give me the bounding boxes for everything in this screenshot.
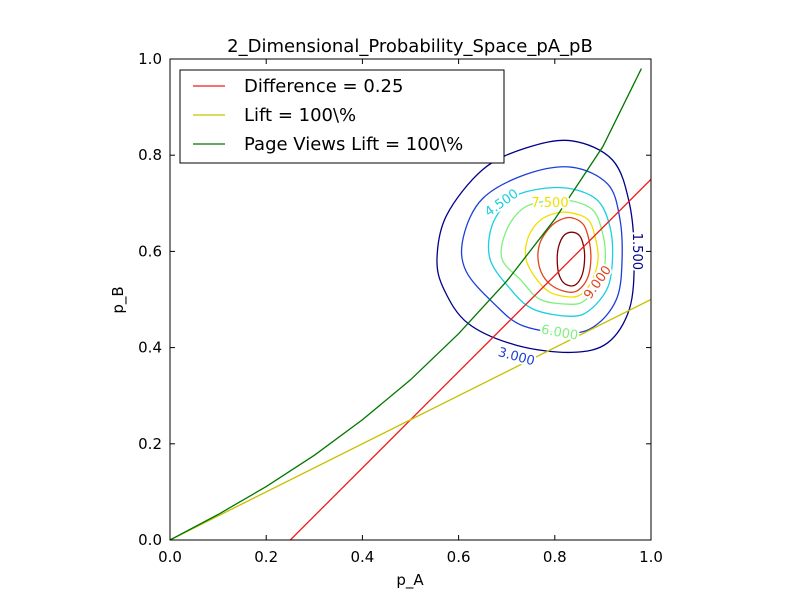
legend: Difference = 0.25 Lift = 100\% Page View… <box>179 69 505 164</box>
contour-level-7-5 <box>524 211 599 298</box>
legend-label-lift: Lift = 100\% <box>244 105 356 126</box>
contour-label: 1.500 <box>629 233 644 270</box>
chart-title: 2_Dimensional_Probability_Space_pA_pB <box>227 36 593 57</box>
legend-label-page-views-lift: Page Views Lift = 100\% <box>244 134 463 155</box>
contour-level-3 <box>460 166 623 334</box>
contour-level-1-5 <box>436 139 635 354</box>
contour-level-9 <box>537 216 592 293</box>
x-tick-label: 0.8 <box>543 548 567 566</box>
x-tick-label: 0.4 <box>350 548 374 566</box>
contour-level-6 <box>500 199 607 305</box>
legend-label-difference: Difference = 0.25 <box>244 76 403 97</box>
y-tick-label: 0.8 <box>138 146 162 164</box>
x-tick-label: 0.0 <box>158 548 182 566</box>
x-tick-label: 0.2 <box>254 548 278 566</box>
y-tick-label: 0.4 <box>138 339 162 357</box>
x-axis-title: p_A <box>396 571 424 590</box>
tick-layer: 0.0 0.2 0.4 0.6 0.8 1.0 0.0 0.2 0.4 0.6 0.8 1.0 <box>138 50 663 566</box>
plot-frame <box>169 58 652 541</box>
series-line-page-views-lift-100 <box>170 68 642 540</box>
x-tick-label: 1.0 <box>639 548 663 566</box>
contour-level-4-5 <box>487 186 614 317</box>
legend-box <box>179 69 505 164</box>
y-tick-label: 0.0 <box>138 531 162 549</box>
y-axis-title: p_B <box>109 286 128 313</box>
contour-layer <box>436 139 635 354</box>
y-tick-label: 0.6 <box>138 242 162 260</box>
contour-label: 6.000 <box>540 323 579 344</box>
y-tick-label: 1.0 <box>138 50 162 68</box>
series-line-lift-100 <box>170 298 651 540</box>
series-layer <box>170 68 651 540</box>
series-line-difference-0-25 <box>289 178 651 540</box>
contour-label: 7.500 <box>531 196 568 211</box>
y-tick-label: 0.2 <box>138 435 162 453</box>
x-tick-label: 0.6 <box>447 548 471 566</box>
